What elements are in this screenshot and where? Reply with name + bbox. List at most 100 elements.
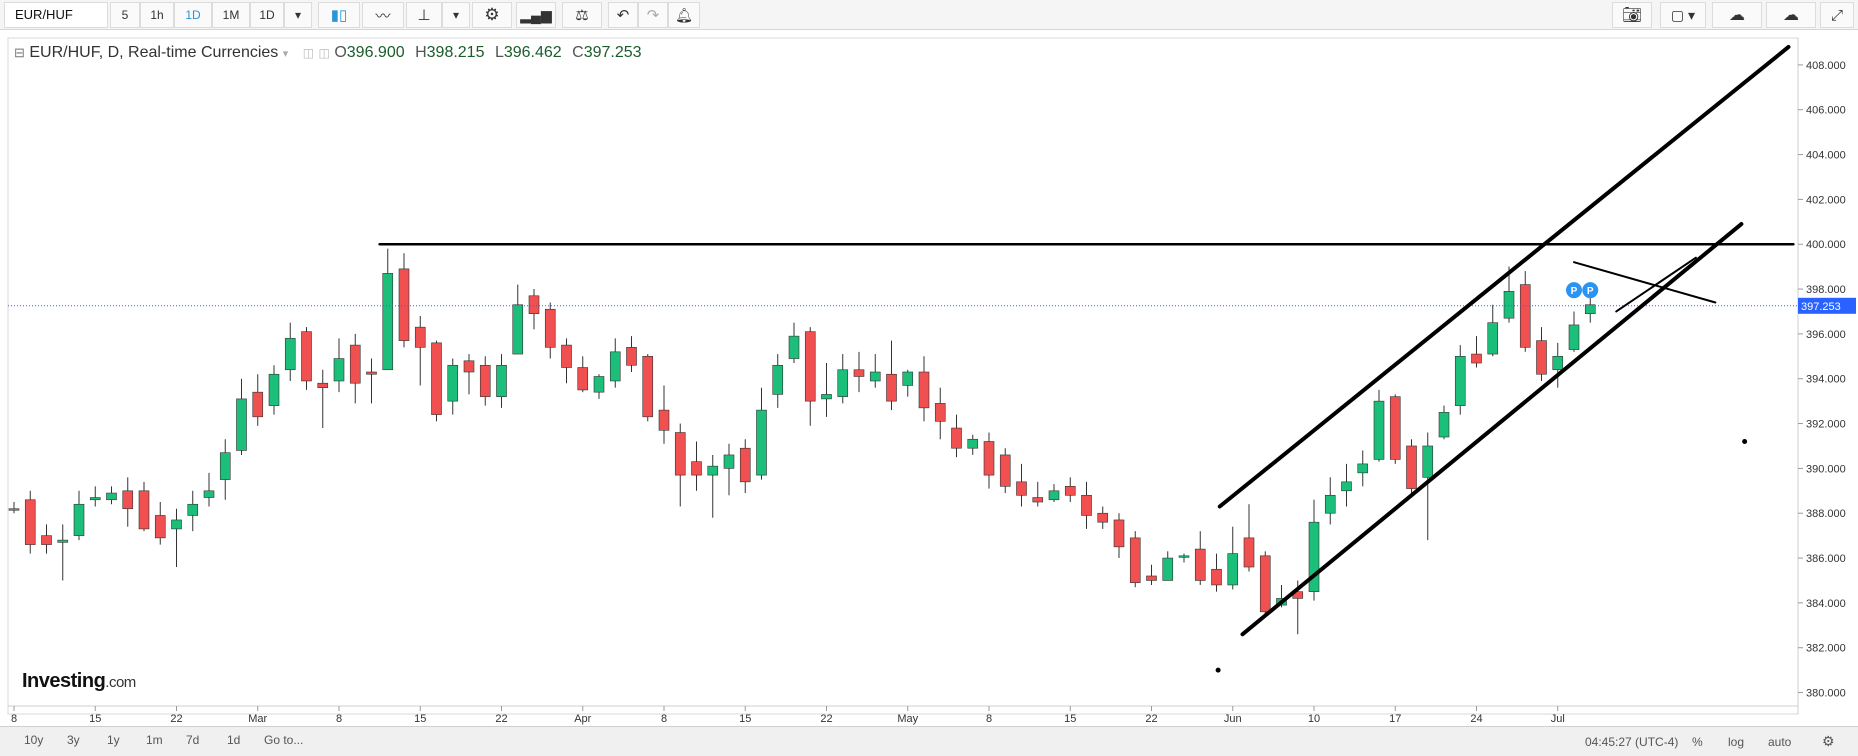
- eye-icon[interactable]: ◫: [302, 46, 315, 60]
- price-tick-label: 382.000: [1806, 643, 1846, 655]
- candle-body: [106, 492, 117, 501]
- candle-body: [1487, 322, 1499, 355]
- cloud-load-button[interactable]: ☁: [1712, 2, 1762, 28]
- snapshot-button[interactable]: 📷︎: [1612, 2, 1652, 28]
- undo-button[interactable]: ↶: [608, 2, 638, 28]
- candle: [1422, 432, 1434, 541]
- settings-button[interactable]: ⚙: [472, 2, 512, 28]
- compare-button[interactable]: ⚖: [562, 2, 602, 28]
- interval-custom-button[interactable]: 1D: [250, 2, 284, 28]
- candle-body: [268, 373, 280, 406]
- candle: [1243, 504, 1255, 572]
- candle: [1146, 564, 1157, 585]
- drawing-tools-button[interactable]: ⊥: [406, 2, 442, 28]
- candle: [1129, 531, 1141, 588]
- interval-dropdown-button[interactable]: ▾: [284, 2, 312, 28]
- time-tick-label: 10: [1308, 713, 1320, 725]
- candle: [171, 508, 182, 568]
- price-tick-label: 388.000: [1806, 508, 1846, 520]
- candle: [1373, 389, 1385, 462]
- candle-body: [463, 360, 475, 373]
- candle-body: [528, 295, 540, 315]
- price-tag-box: [1798, 297, 1856, 314]
- interval-1m-button[interactable]: 1M: [212, 2, 250, 28]
- range-10y-button[interactable]: 10y: [24, 733, 44, 747]
- range-3y-button[interactable]: 3y: [67, 733, 80, 747]
- redo-button[interactable]: ↷: [638, 2, 668, 28]
- candle: [902, 369, 914, 397]
- candle: [252, 374, 264, 426]
- cloud-save-button[interactable]: ☁: [1766, 2, 1816, 28]
- price-tick-label: 404.000: [1806, 150, 1846, 162]
- candle: [41, 524, 52, 554]
- candle-body: [1357, 463, 1369, 474]
- time-tick-label: 8: [661, 713, 667, 725]
- candle-body: [609, 351, 621, 382]
- candle-body: [1536, 340, 1547, 375]
- collapse-icon[interactable]: ⊟: [14, 45, 25, 60]
- event-marker: [1582, 282, 1599, 299]
- time-tick-label: 15: [1064, 713, 1076, 725]
- candle-body: [1162, 557, 1174, 581]
- candle: [918, 356, 930, 422]
- candles-style-button[interactable]: ▮▯: [318, 2, 360, 28]
- candle-body: [1438, 412, 1450, 438]
- candle-body: [739, 447, 751, 483]
- candle-body: [1243, 537, 1255, 568]
- candle: [89, 486, 101, 507]
- alert-button[interactable]: 🔔︎: [668, 2, 700, 28]
- candle: [577, 356, 589, 393]
- line-chart-icon: 〰: [375, 7, 391, 25]
- candle: [1341, 463, 1352, 507]
- percent-toggle[interactable]: %: [1692, 735, 1703, 749]
- candle-body: [1211, 568, 1222, 586]
- candle-body: [1471, 353, 1482, 364]
- goto-button[interactable]: Go to...: [264, 733, 304, 747]
- candle: [788, 322, 800, 364]
- fullscreen-button[interactable]: ⤢: [1820, 2, 1854, 28]
- candle-body: [1308, 521, 1320, 592]
- interval-1d-button[interactable]: 1D: [174, 2, 212, 28]
- interval-1h-button[interactable]: 1h: [140, 2, 174, 28]
- auto-toggle[interactable]: auto: [1768, 735, 1792, 749]
- time-tick-label: Mar: [248, 713, 267, 725]
- drawing-dropdown-button[interactable]: ▾: [442, 2, 470, 28]
- time-tick-label: 15: [414, 713, 426, 725]
- range-1d-button[interactable]: 1d: [227, 733, 241, 747]
- chart-toolbar: EUR/HUF 5 1h 1D 1M 1D ▾ ▮▯ 〰 ⊥ ▾ ⚙ ▂▄▆ ⚖…: [0, 0, 1858, 30]
- settings-small-icon[interactable]: ◫: [318, 46, 330, 60]
- price-chart[interactable]: 380.000 382.000 384.000 386.000 388.000 390.0…: [0, 30, 1858, 726]
- indicators-button[interactable]: 〰: [362, 2, 404, 28]
- candle-body: [853, 369, 865, 377]
- candle: [284, 322, 296, 381]
- range-1m-button[interactable]: 1m: [146, 733, 163, 747]
- candle: [1552, 342, 1564, 388]
- cloud-download-icon: ☁: [1729, 7, 1745, 24]
- candle: [1227, 526, 1239, 590]
- symbol-input[interactable]: EUR/HUF: [4, 2, 108, 28]
- gear-icon[interactable]: ⚙: [1822, 733, 1835, 749]
- candle-body: [8, 508, 20, 511]
- event-marker-label: P: [1587, 286, 1594, 297]
- layout-button[interactable]: ▢ ▾: [1660, 2, 1706, 28]
- studies-button[interactable]: ▂▄▆: [516, 2, 556, 28]
- candle: [691, 441, 702, 491]
- candle-body: [447, 364, 459, 402]
- candle: [739, 439, 751, 494]
- log-toggle[interactable]: log: [1728, 735, 1745, 749]
- time-tick-label: Apr: [574, 713, 591, 725]
- range-1y-button[interactable]: 1y: [107, 733, 120, 747]
- price-tick-label: 400.000: [1806, 239, 1846, 251]
- candle: [414, 315, 426, 386]
- range-7d-button[interactable]: 7d: [186, 733, 200, 747]
- trend-line: [1217, 44, 1791, 509]
- interval-5-button[interactable]: 5: [110, 2, 140, 28]
- candle-body: [171, 519, 182, 530]
- chevron-down-icon[interactable]: ▾: [282, 48, 289, 60]
- candle-body: [1097, 512, 1109, 523]
- fullscreen-icon: ⤢: [1830, 6, 1843, 24]
- candle: [1081, 481, 1092, 529]
- gear-icon: ⚙: [484, 5, 500, 24]
- price-tick-label: 380.000: [1806, 688, 1846, 700]
